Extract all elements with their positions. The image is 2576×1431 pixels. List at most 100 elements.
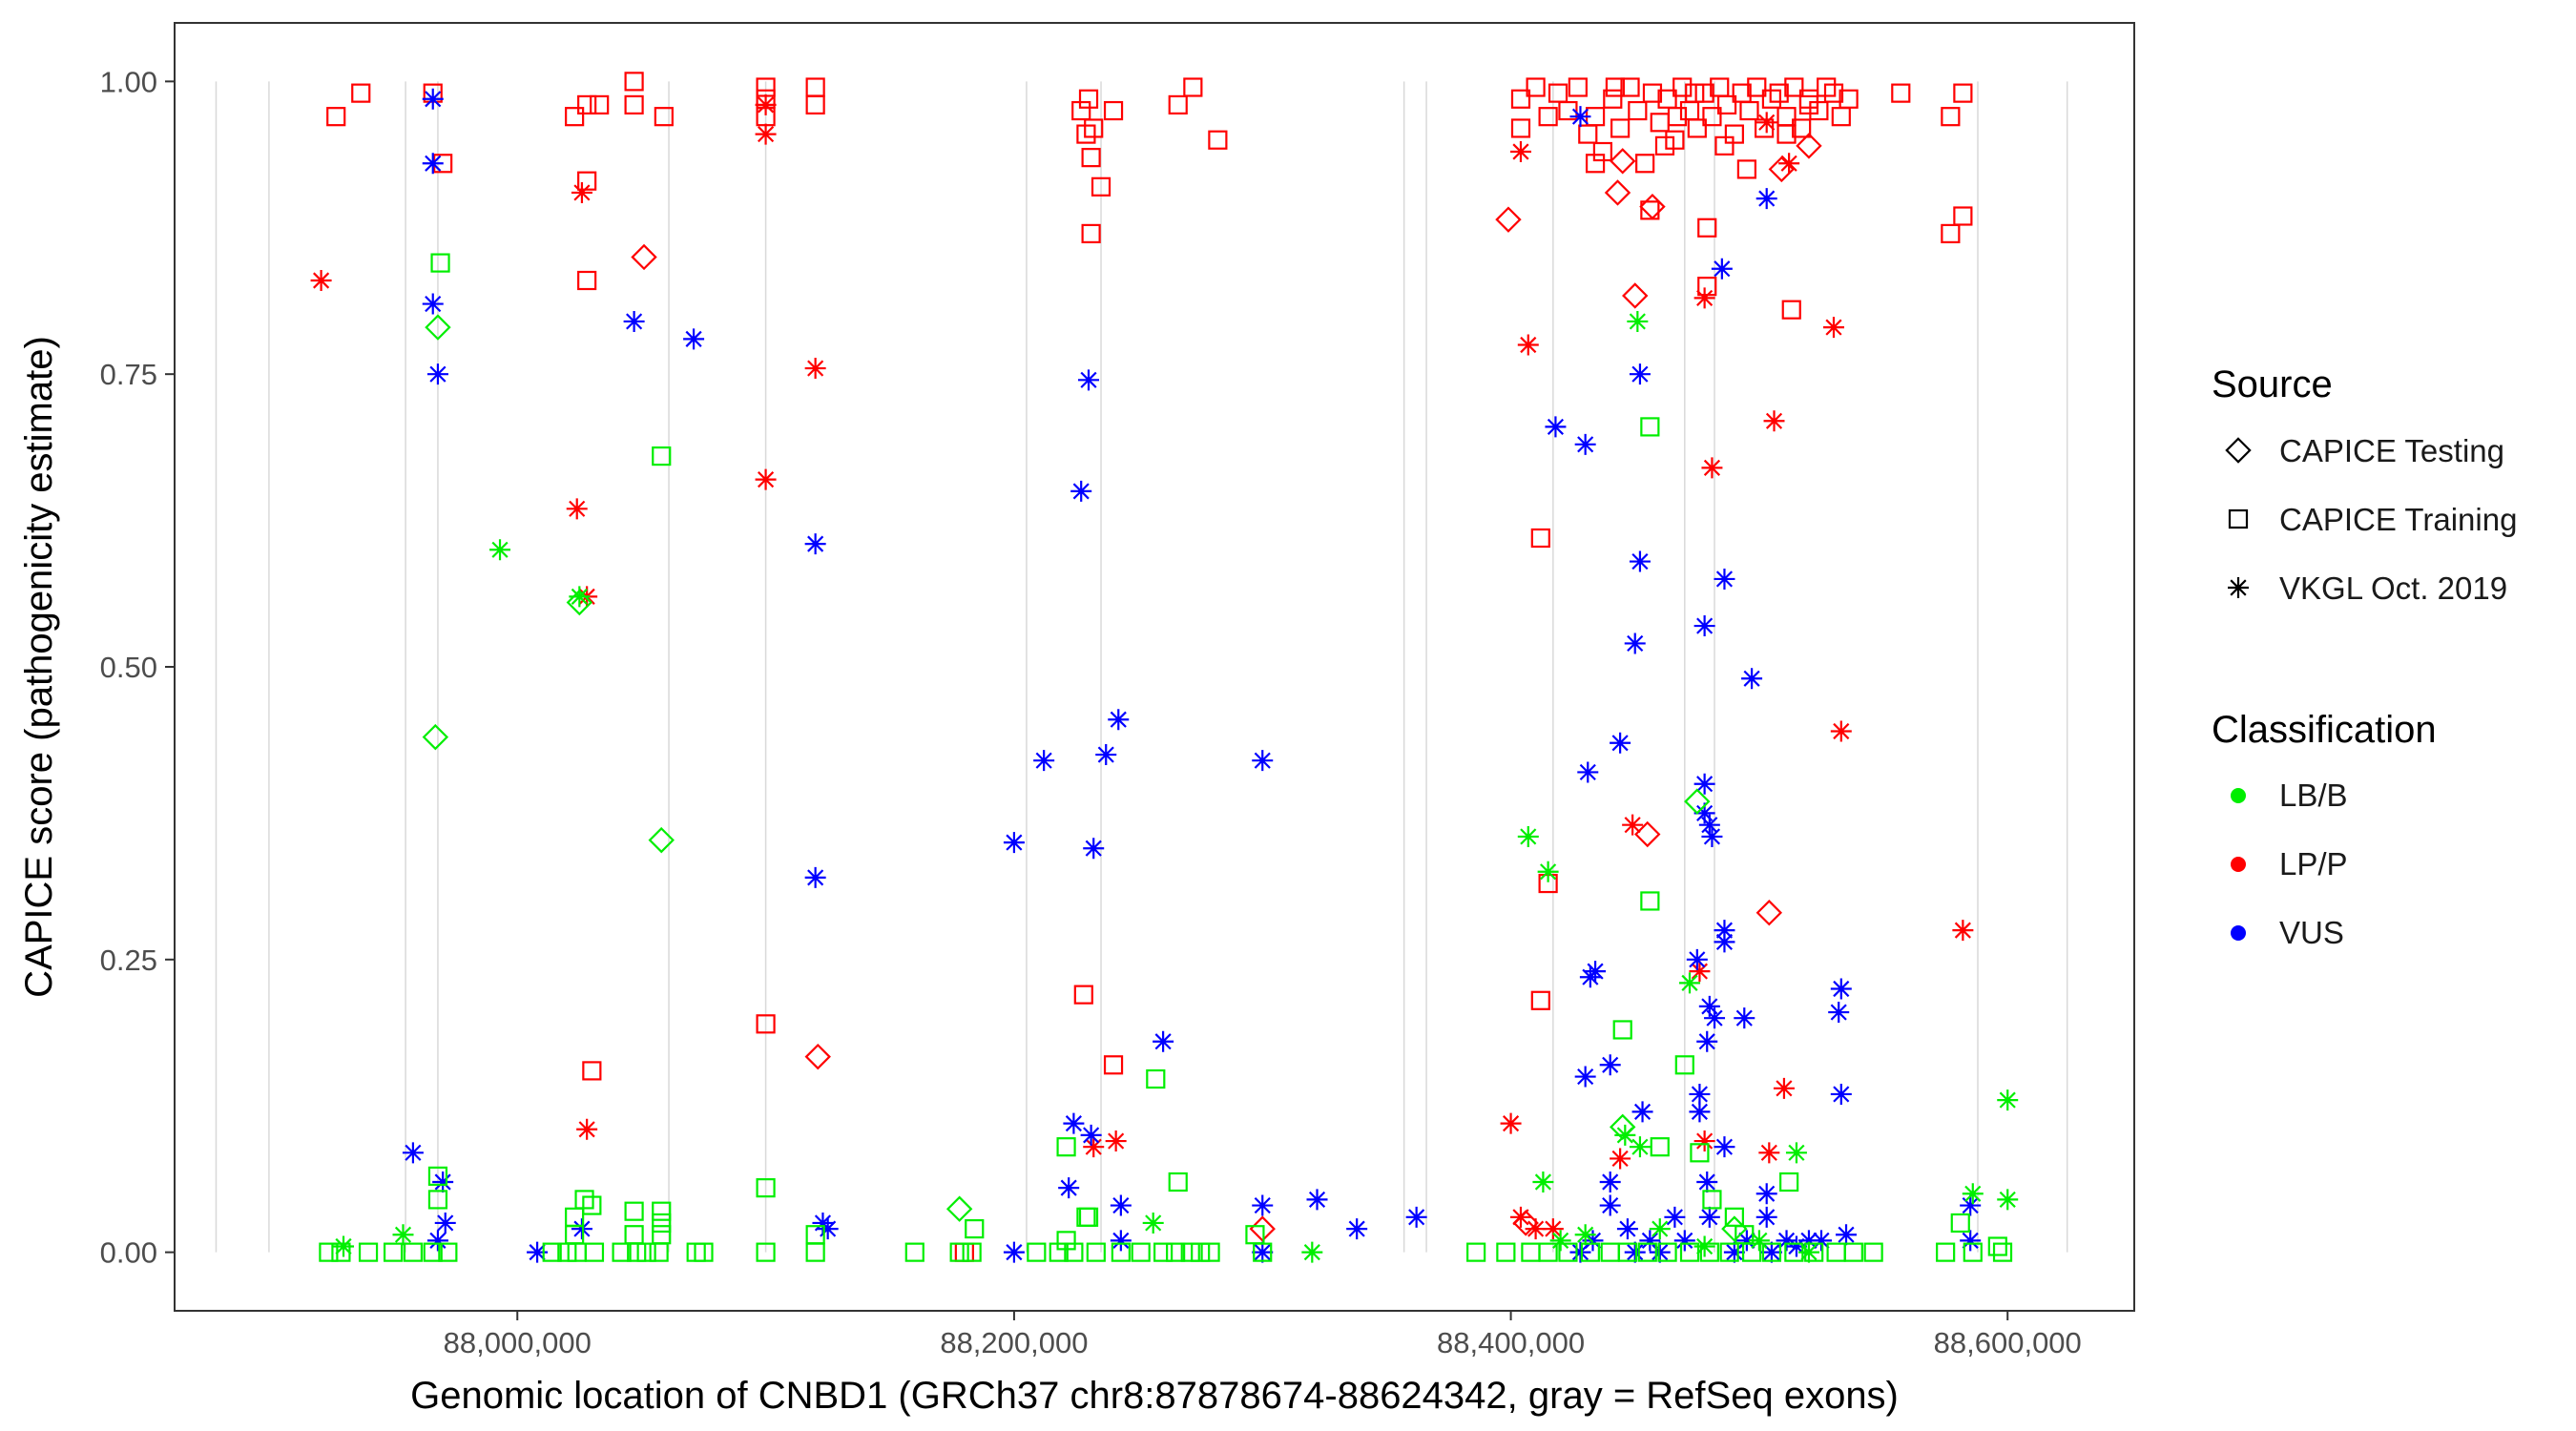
- data-point-asterisk: [1701, 825, 1723, 847]
- x-axis-label: Genomic location of CNBD1 (GRCh37 chr8:8…: [410, 1375, 1899, 1417]
- data-point-asterisk: [1693, 1235, 1715, 1257]
- data-point-asterisk: [1346, 1218, 1368, 1240]
- data-point-square: [1183, 77, 1203, 97]
- data-point-square: [1761, 1242, 1782, 1262]
- legend-class-label-lbb: LB/B: [2279, 778, 2348, 813]
- data-point-square: [1809, 100, 1829, 121]
- data-point-asterisk: [1142, 1212, 1164, 1234]
- data-point-asterisk: [1083, 838, 1105, 860]
- data-point-asterisk: [1778, 153, 1800, 175]
- data-point-square: [1612, 1020, 1632, 1040]
- data-point-asterisk: [566, 498, 588, 520]
- legend-source-label-testing: CAPICE Testing: [2279, 433, 2504, 468]
- data-point-square: [1200, 1242, 1220, 1262]
- data-point-square: [965, 1218, 985, 1239]
- data-point-asterisk: [569, 586, 591, 608]
- data-point-square: [694, 1242, 714, 1262]
- data-point-asterisk: [1836, 1224, 1858, 1246]
- data-point-asterisk: [422, 293, 444, 315]
- data-point-asterisk: [1252, 1241, 1274, 1263]
- data-point-square: [582, 1195, 602, 1215]
- data-point-asterisk: [1549, 1230, 1571, 1252]
- data-point-square: [1081, 223, 1101, 244]
- data-point-asterisk: [1003, 832, 1025, 854]
- y-tick-label: 1.00: [100, 65, 157, 98]
- data-point-asterisk: [1110, 1230, 1132, 1252]
- data-point-asterisk: [1569, 106, 1591, 128]
- data-point-square: [1208, 130, 1228, 150]
- data-point-square: [1640, 417, 1660, 437]
- data-point-asterisk: [1500, 1112, 1522, 1134]
- data-point-square: [1558, 100, 1578, 121]
- data-point-square: [1714, 135, 1735, 156]
- data-point-diamond: [1604, 179, 1631, 206]
- data-point-asterisk: [1696, 1030, 1718, 1052]
- data-point-square: [1697, 218, 1717, 238]
- legend-source-title: Source: [2212, 363, 2333, 405]
- data-point-square: [1056, 1231, 1076, 1251]
- data-point-asterisk: [1574, 1224, 1596, 1246]
- data-point-square: [1084, 118, 1104, 138]
- data-point-asterisk: [1755, 1206, 1777, 1228]
- data-point-square: [1548, 83, 1568, 103]
- data-point-asterisk: [1785, 1142, 1807, 1164]
- data-point-asterisk: [1960, 1230, 1982, 1252]
- data-point-square: [1076, 124, 1096, 144]
- data-point-square: [624, 94, 644, 115]
- data-point-diamond: [1796, 133, 1822, 159]
- data-point-asterisk: [804, 533, 826, 555]
- data-point-square: [1635, 154, 1655, 174]
- data-point-square: [430, 253, 450, 273]
- data-point-square: [1027, 1242, 1047, 1262]
- data-points: [310, 72, 2019, 1263]
- data-point-asterisk: [1616, 1218, 1638, 1240]
- data-point-asterisk: [1701, 457, 1723, 479]
- data-point-asterisk: [1599, 1194, 1621, 1216]
- data-point-square: [636, 1242, 656, 1262]
- data-point-square: [1891, 83, 1911, 103]
- data-point-asterisk: [1679, 972, 1701, 994]
- data-point-square: [1716, 94, 1737, 115]
- data-point-asterisk: [1301, 1241, 1323, 1263]
- data-point-asterisk: [1748, 1230, 1770, 1252]
- data-point-square: [1078, 89, 1099, 109]
- data-point-square: [1724, 1207, 1744, 1227]
- data-point-asterisk: [1629, 550, 1651, 572]
- data-point-square: [624, 72, 644, 92]
- legend-key-diamond: [2225, 437, 2252, 464]
- refseq-exon-lines: [215, 81, 2068, 1253]
- data-point-square: [1603, 89, 1623, 109]
- data-point-asterisk: [402, 1142, 424, 1164]
- data-point-asterisk: [310, 270, 332, 291]
- data-point-asterisk: [1585, 961, 1607, 983]
- data-point-asterisk: [1569, 1241, 1591, 1263]
- data-point-square: [1049, 1242, 1069, 1262]
- data-point-square: [1111, 1242, 1131, 1262]
- data-point-square: [1510, 89, 1531, 109]
- data-point-square: [805, 1242, 825, 1262]
- data-point-square: [627, 1242, 647, 1262]
- data-point-square: [1081, 148, 1101, 168]
- data-point-square: [358, 1242, 379, 1262]
- data-point-square: [649, 1242, 669, 1262]
- data-point-square: [326, 107, 346, 127]
- data-point-square: [1071, 100, 1091, 121]
- data-point-square: [1168, 94, 1188, 115]
- data-point-asterisk: [1577, 761, 1599, 783]
- y-tick-label: 0.75: [100, 358, 157, 391]
- data-point-square: [1580, 1242, 1600, 1262]
- data-point-asterisk: [1797, 1230, 1819, 1252]
- data-point-asterisk: [1828, 1002, 1850, 1024]
- data-point-asterisk: [1639, 1230, 1661, 1252]
- data-point-square: [1558, 1242, 1578, 1262]
- data-point-asterisk: [422, 88, 444, 110]
- data-point-asterisk: [1599, 1172, 1621, 1192]
- data-point-asterisk: [1673, 1230, 1695, 1252]
- data-point-asterisk: [1517, 825, 1539, 847]
- data-point-asterisk: [1537, 861, 1559, 882]
- data-point-asterisk: [1108, 709, 1130, 731]
- data-point-asterisk: [1252, 750, 1274, 772]
- data-point-asterisk: [1830, 978, 1852, 1000]
